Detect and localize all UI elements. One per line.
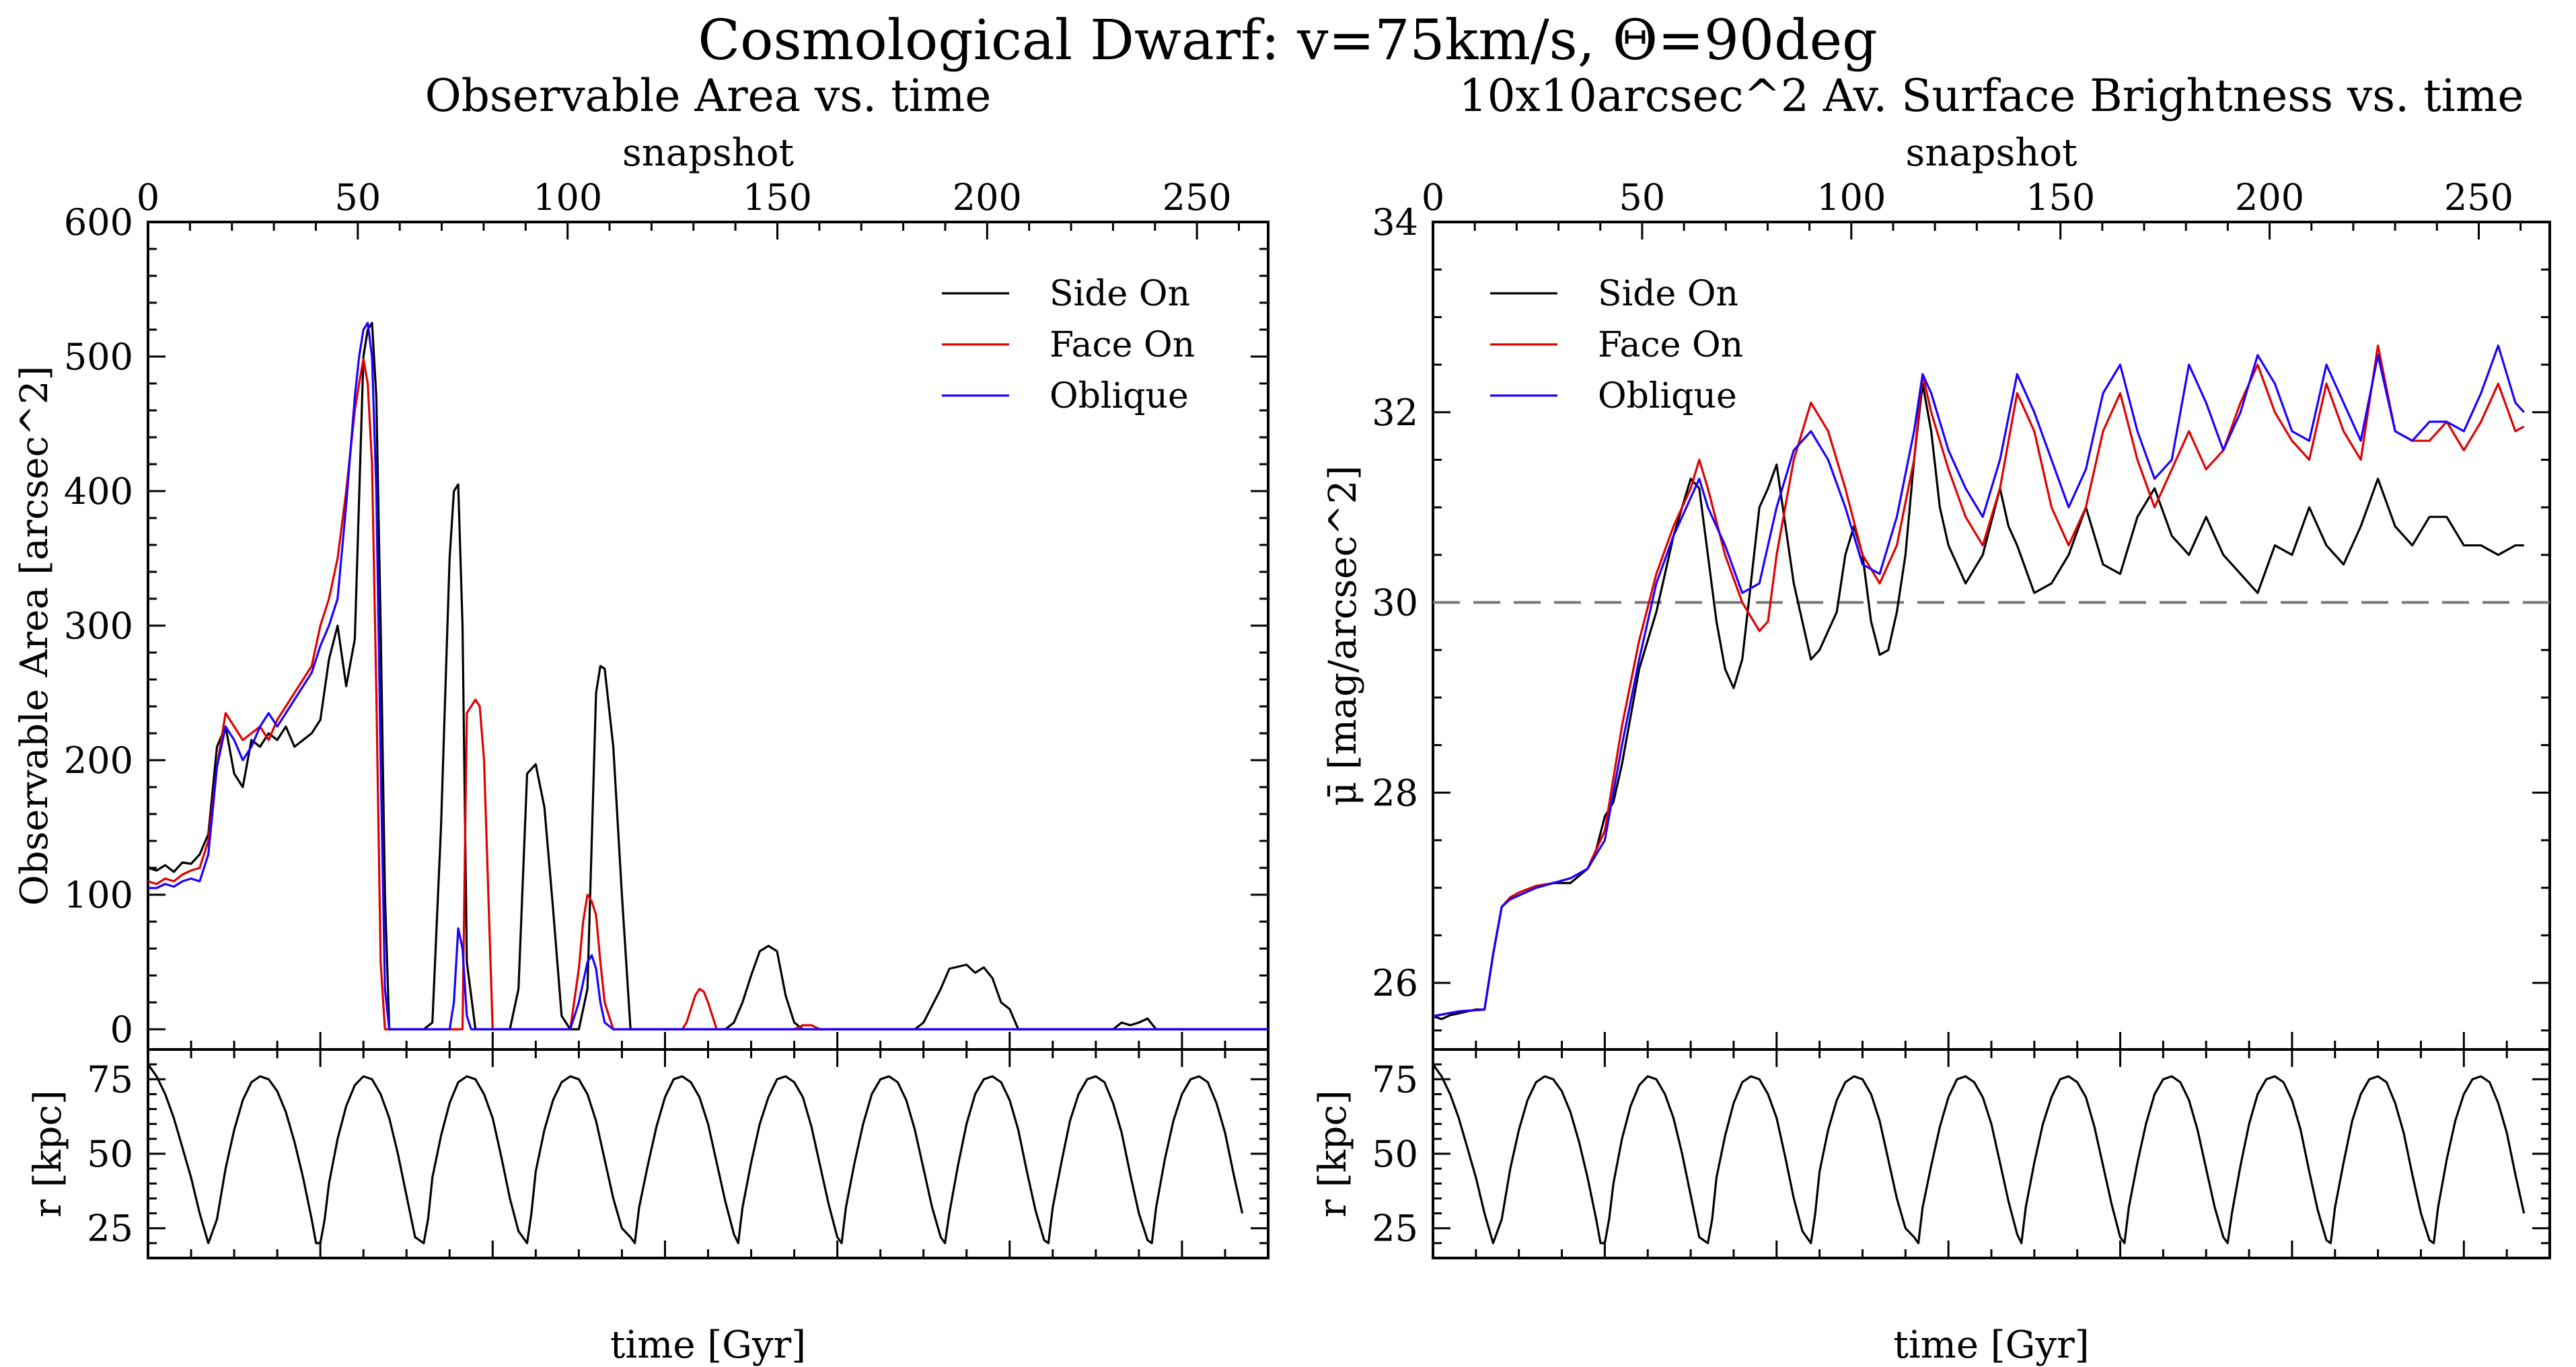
series-face-on [1433, 344, 2525, 1018]
series-line [148, 1064, 1244, 1245]
y-tick-label: 28 [1372, 772, 1418, 814]
top-tick-label: 50 [334, 176, 381, 219]
plot-frame [147, 1048, 1269, 1259]
legend: Side On Face On Oblique [1490, 274, 1743, 416]
x-axis-label: time [Gyr] [1893, 1323, 2089, 1367]
observable-area-panel: 0 50 100 150 200 250 snapshot Observable Area v… [13, 70, 1269, 1051]
top-tick-label: 250 [2444, 176, 2513, 219]
top-tick-label: 150 [2026, 176, 2095, 219]
top-tick-label: 200 [953, 176, 1022, 219]
y-tick-label: 500 [64, 336, 133, 378]
top-tick-label: 150 [743, 176, 812, 219]
legend-label: Side On [1598, 274, 1738, 314]
y-tick-label: 600 [64, 201, 133, 244]
right-radius-panel: time [Gyr] 25 50 75 r [kpc] [1311, 1048, 2551, 1367]
series-oblique [1433, 344, 2525, 1018]
y-tick-label: 32 [1372, 392, 1418, 434]
top-axis-label: snapshot [1905, 131, 2077, 175]
surface-brightness-panel: 0 50 100 150 200 250 snapshot 10x10arcsec^2 Av.… [1321, 70, 2551, 1051]
y-tick-label: 34 [1372, 201, 1418, 244]
plot-frame [1432, 1048, 2551, 1259]
x-axis-label: time [Gyr] [610, 1323, 806, 1367]
top-tick-label: 100 [533, 176, 602, 219]
y-axis-label: r [kpc] [26, 1090, 70, 1217]
y-axis-label: μ̄ [mag/arcsec^2] [1321, 466, 1365, 806]
y-tick-label: 300 [64, 605, 133, 647]
y-tick-label: 50 [1372, 1133, 1418, 1175]
series-oblique [148, 322, 1268, 1031]
y-tick-label: 30 [1372, 582, 1418, 624]
y-tick-label: 100 [64, 874, 133, 916]
y-tick-label: 75 [87, 1058, 133, 1101]
legend: Side On Face On Oblique [942, 274, 1195, 416]
legend-label: Face On [1050, 325, 1195, 365]
series-side-on [148, 322, 1268, 1031]
top-tick-label: 200 [2235, 176, 2304, 219]
series-line [1433, 1064, 2526, 1245]
y-tick-label: 25 [87, 1208, 133, 1250]
top-tick-label: 250 [1163, 176, 1232, 219]
y-tick-label: 0 [110, 1008, 133, 1051]
series-face-on [148, 358, 1268, 1031]
y-tick-label: 400 [64, 470, 133, 513]
top-tick-label: 0 [1422, 176, 1444, 219]
y-tick-label: 26 [1372, 962, 1418, 1004]
panel-title: Observable Area vs. time [425, 70, 992, 122]
legend-label: Oblique [1050, 376, 1189, 416]
legend-label: Oblique [1598, 376, 1737, 416]
top-tick-label: 100 [1816, 176, 1886, 219]
figure-title: Cosmological Dwarf: v=75km/s, Θ=90deg [698, 9, 1877, 73]
panel-title: 10x10arcsec^2 Av. Surface Brightness vs.… [1459, 70, 2524, 122]
legend-label: Side On [1050, 274, 1190, 314]
y-tick-label: 50 [87, 1133, 133, 1175]
series-side-on [1433, 382, 2524, 1021]
y-axis-label: Observable Area [arcsec^2] [13, 366, 57, 906]
legend-label: Face On [1598, 325, 1743, 365]
left-radius-panel: time [Gyr] 25 50 75 r [kpc] [26, 1048, 1269, 1367]
y-tick-label: 25 [1372, 1208, 1418, 1250]
y-tick-label: 75 [1372, 1058, 1418, 1101]
y-tick-label: 200 [64, 739, 133, 782]
top-tick-label: 0 [137, 176, 159, 219]
top-tick-label: 50 [1619, 176, 1666, 219]
y-axis-label: r [kpc] [1311, 1090, 1355, 1217]
top-axis-label: snapshot [622, 131, 795, 175]
